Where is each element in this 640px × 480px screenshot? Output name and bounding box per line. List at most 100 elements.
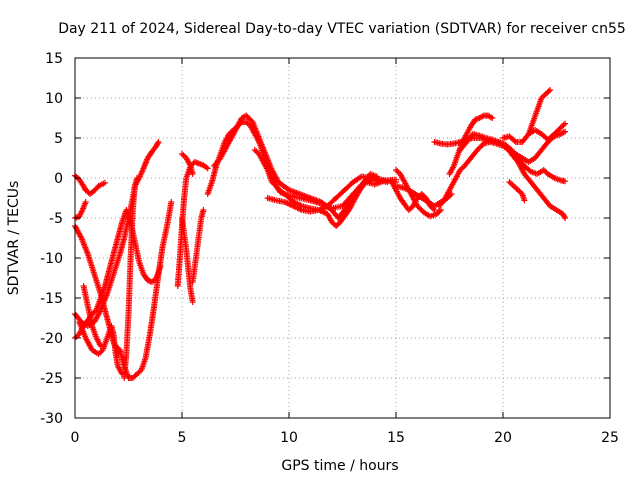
data-point-markers — [149, 276, 158, 285]
data-point-markers — [506, 179, 516, 188]
data-point-markers — [144, 277, 154, 285]
data-point-markers — [116, 236, 127, 257]
y-tick-label: -10 — [40, 251, 63, 267]
data-point-markers — [519, 191, 528, 204]
data-point-markers — [123, 312, 132, 357]
series-track-2 — [82, 179, 108, 197]
ticks — [74, 57, 611, 419]
data-point-markers — [82, 187, 92, 196]
data-point-markers — [435, 200, 445, 209]
data-point-markers — [176, 224, 185, 261]
data-point-markers — [181, 176, 190, 201]
series-track-8 — [80, 283, 104, 349]
data-point-markers — [472, 115, 481, 123]
data-point-markers — [146, 304, 157, 337]
data-point-markers — [243, 112, 255, 124]
x-tick-label: 0 — [71, 430, 80, 446]
series-track-10 — [121, 175, 141, 381]
series-track-13 — [189, 207, 207, 285]
data-point-markers — [114, 220, 125, 241]
data-point-markers — [256, 135, 268, 156]
data-point-markers — [84, 303, 95, 328]
data-point-markers — [515, 187, 524, 196]
data-point-markers — [262, 151, 275, 172]
data-point-markers — [450, 152, 461, 169]
data-point-markers — [129, 184, 138, 213]
data-point-markers — [521, 163, 533, 174]
y-tick-label: 0 — [54, 171, 63, 187]
data-point-markers — [345, 192, 360, 213]
series-track-12 — [179, 215, 196, 305]
data-point-markers — [149, 144, 159, 155]
series-track-18 — [264, 173, 391, 215]
data-point-markers — [179, 151, 188, 160]
data-point-markers — [410, 196, 420, 209]
data-point-markers — [444, 184, 454, 197]
series-track-21 — [388, 179, 438, 213]
data-point-markers — [333, 188, 347, 201]
data-point-markers — [221, 140, 232, 153]
data-point-markers — [232, 116, 245, 133]
data-point-markers — [388, 179, 399, 192]
tick-labels: 0 5 10 15 20 25 -30 -25 -20 -15 -10 -5 0 5 10 15 — [40, 51, 619, 446]
data-point-markers — [335, 208, 347, 221]
series-track-26 — [500, 87, 554, 145]
data-point-markers — [273, 197, 286, 205]
data-point-markers — [495, 139, 507, 148]
data-point-markers — [211, 156, 223, 169]
data-point-markers — [140, 156, 151, 172]
data-point-markers — [196, 160, 205, 168]
data-point-markers — [557, 177, 569, 185]
data-point-markers — [339, 192, 355, 209]
data-point-markers — [97, 292, 110, 313]
data-point-markers — [414, 203, 426, 215]
data-point-markers — [316, 203, 330, 213]
data-point-markers — [249, 119, 262, 140]
data-point-markers — [463, 124, 473, 137]
data-point-markers — [547, 203, 558, 212]
data-point-markers — [324, 196, 338, 209]
data-point-markers — [414, 192, 424, 201]
data-point-markers — [397, 171, 407, 184]
series-track-14 — [174, 159, 211, 289]
data-point-markers — [273, 183, 283, 193]
data-point-markers — [281, 191, 296, 204]
data-point-markers — [463, 132, 475, 145]
data-point-markers — [82, 335, 95, 352]
data-point-markers — [476, 113, 486, 121]
data-point-markers — [97, 284, 108, 301]
data-point-markers — [532, 127, 543, 136]
data-point-markers — [87, 188, 96, 197]
data-point-markers — [444, 191, 455, 201]
data-point-markers — [457, 140, 469, 153]
data-point-markers — [354, 180, 367, 197]
data-point-markers — [290, 199, 304, 209]
data-point-markers — [538, 140, 550, 153]
data-point-markers — [337, 208, 351, 225]
data-point-markers — [446, 164, 456, 177]
data-point-markers — [121, 352, 130, 381]
data-point-markers — [155, 244, 166, 277]
data-point-markers — [525, 128, 537, 137]
data-point-markers — [78, 235, 91, 256]
data-point-markers — [557, 128, 569, 137]
data-point-markers — [185, 267, 194, 292]
data-point-markers — [506, 133, 518, 144]
data-point-markers — [221, 132, 232, 145]
data-point-markers — [91, 271, 104, 296]
data-point-markers — [474, 141, 486, 153]
data-point-markers — [243, 119, 253, 128]
data-point-markers — [534, 187, 546, 200]
series-group — [72, 87, 569, 381]
y-tick-label: -25 — [40, 371, 63, 387]
data-point-markers — [553, 207, 565, 216]
x-axis-label: GPS time / hours — [281, 458, 398, 474]
data-point-markers — [508, 147, 520, 160]
y-tick-label: -20 — [40, 331, 63, 347]
data-point-markers — [151, 272, 162, 309]
chart-title: Day 211 of 2024, Sidereal Day-to-day VTE… — [58, 21, 626, 37]
data-point-markers — [80, 318, 90, 329]
data-point-markers — [196, 216, 204, 237]
data-point-markers — [440, 192, 450, 205]
data-point-markers — [256, 151, 266, 164]
